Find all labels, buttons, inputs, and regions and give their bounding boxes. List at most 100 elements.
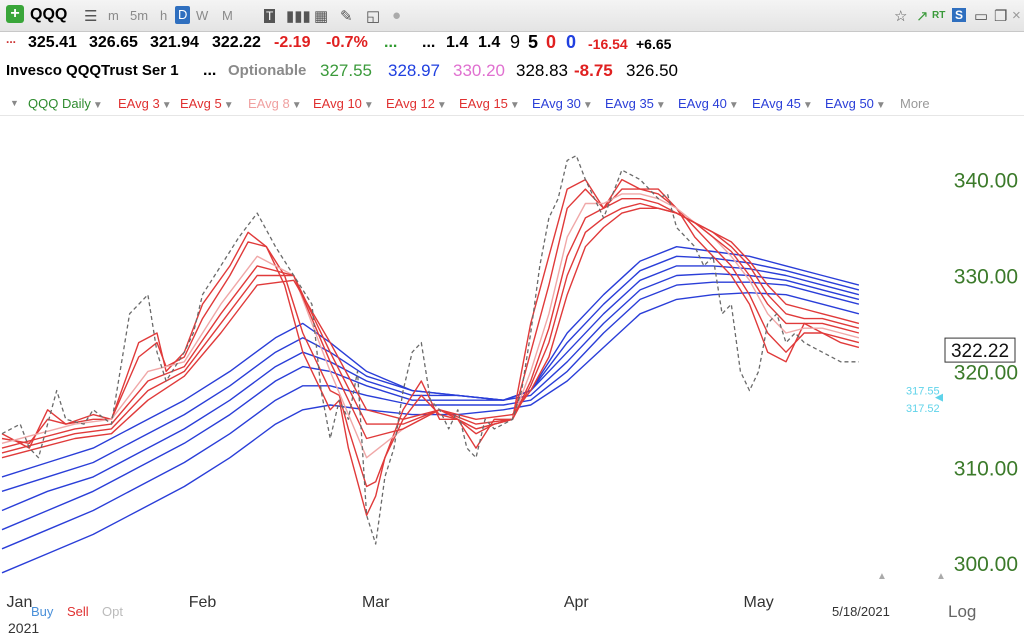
- study-label: EAvg 12: [386, 96, 435, 111]
- study-label: EAvg 10: [313, 96, 362, 111]
- period-5m[interactable]: 5m: [130, 8, 149, 23]
- study-label: EAvg 15: [459, 96, 508, 111]
- period-h[interactable]: h: [160, 8, 168, 23]
- note-icon[interactable]: ◱: [366, 8, 381, 25]
- series-line-eavg-50: [1, 281, 860, 550]
- study-dropdown-icon[interactable]: ▼: [92, 100, 103, 111]
- series-line-eavg-15: [1, 207, 860, 459]
- count-1: 9: [510, 32, 521, 52]
- bar-chart-icon[interactable]: ▮▮▮: [286, 8, 311, 25]
- count-4: 0: [566, 32, 577, 52]
- study-eavg-12[interactable]: EAvg 12 ▼: [386, 96, 447, 111]
- dots-icon[interactable]: ●: [392, 7, 402, 24]
- study-label: EAvg 3: [118, 96, 160, 111]
- text-icon[interactable]: T: [264, 9, 276, 23]
- close-icon[interactable]: ×: [1012, 7, 1021, 24]
- study-eavg-30[interactable]: EAvg 30 ▼: [532, 96, 593, 111]
- price-blue: 328.97: [388, 61, 440, 80]
- y-tick-label: 320.00: [954, 361, 1018, 384]
- study-label: EAvg 5: [180, 96, 222, 111]
- change-pct-value: -0.7%: [326, 34, 368, 51]
- study-dropdown-icon[interactable]: ▼: [363, 100, 374, 111]
- study-dropdown-icon[interactable]: ▼: [728, 100, 739, 111]
- study-dropdown-icon[interactable]: ▼: [509, 100, 520, 111]
- study-dropdown-icon[interactable]: ▼: [655, 100, 666, 111]
- date-label: 5/18/2021: [832, 604, 890, 619]
- marker-label: 317.55: [906, 386, 940, 398]
- pos-value: +6.65: [636, 36, 672, 52]
- security-name: Invesco QQQTrust Ser 1: [6, 62, 179, 79]
- optionable-label: Optionable: [228, 62, 307, 79]
- study-dropdown-icon[interactable]: ▼: [582, 100, 593, 111]
- study-label: QQQ Daily: [28, 96, 91, 111]
- star-icon[interactable]: ☆: [894, 8, 908, 25]
- window-icon[interactable]: ▭: [974, 8, 989, 25]
- buy-label[interactable]: Buy: [31, 604, 54, 619]
- price-red: -8.75: [574, 61, 613, 80]
- study-label: EAvg 40: [678, 96, 727, 111]
- up-arrow-icon[interactable]: ↗: [916, 8, 929, 25]
- studies-bar: ▼ QQQ Daily ▼ EAvg 3 ▼ EAvg 5 ▼ EAvg 8 ▼ EAvg 10…: [0, 90, 1024, 116]
- study-dropdown-icon[interactable]: ▼: [802, 100, 813, 111]
- pencil-icon[interactable]: ✎: [340, 8, 353, 25]
- studies-menu-icon[interactable]: ▼: [10, 98, 19, 108]
- y-tick-label: 310.00: [954, 457, 1018, 480]
- series-line-eavg-5: [1, 188, 860, 488]
- series-line-qqq-daily: [1, 154, 859, 545]
- value-2: 1.4: [478, 34, 501, 51]
- chart-area: 300.00 310.00 320.00 330.00 340.00 Jan Feb Mar…: [0, 116, 1024, 641]
- y-tick-label: 300.00: [954, 553, 1018, 576]
- year-label: 2021: [8, 620, 40, 636]
- study-dropdown-icon[interactable]: ▼: [436, 100, 447, 111]
- symbol-field[interactable]: QQQ: [30, 6, 68, 23]
- close-value: 322.22: [212, 34, 261, 51]
- high-value: 326.65: [89, 34, 138, 51]
- price-chart[interactable]: 300.00 310.00 320.00 330.00 340.00 Jan Feb Mar…: [0, 116, 1024, 641]
- last-price-label: 322.22: [951, 341, 1009, 362]
- low-value: 321.94: [150, 34, 199, 51]
- period-month[interactable]: M: [222, 8, 233, 23]
- copy-icon[interactable]: ❐: [994, 8, 1008, 25]
- s-icon[interactable]: S: [952, 8, 967, 22]
- list-icon[interactable]: ☰: [84, 8, 98, 25]
- study-eavg-50[interactable]: EAvg 50 ▼: [825, 96, 886, 111]
- period-d[interactable]: D: [175, 6, 191, 24]
- study-dropdown-icon[interactable]: ▼: [291, 100, 302, 111]
- scale-up-icon[interactable]: ▲: [936, 571, 946, 582]
- y-tick-label: 340.00: [954, 170, 1018, 193]
- plus-icon[interactable]: +: [6, 5, 24, 23]
- scroll-up-icon[interactable]: ▲: [877, 571, 887, 582]
- period-m[interactable]: m: [108, 8, 119, 23]
- toolbar: + QQQ ☰ m 5m h D W M T ▮▮▮ ▦ ✎ ◱ ● ☆ ↗ R…: [0, 0, 1024, 32]
- grid-icon[interactable]: ▦: [314, 8, 329, 25]
- count-3: 0: [546, 32, 557, 52]
- study-label: EAvg 30: [532, 96, 581, 111]
- last-price-box: [944, 337, 1016, 363]
- price-pink: 330.20: [453, 61, 505, 80]
- marker-arrow-icon: [935, 393, 943, 402]
- study-eavg-45[interactable]: EAvg 45 ▼: [752, 96, 813, 111]
- study-dropdown-icon[interactable]: ▼: [875, 100, 886, 111]
- sell-label[interactable]: Sell: [67, 604, 89, 619]
- y-tick-label: 330.00: [954, 265, 1018, 288]
- study-dropdown-icon[interactable]: ▼: [161, 100, 172, 111]
- study-eavg-15[interactable]: EAvg 15 ▼: [459, 96, 520, 111]
- study-eavg-40[interactable]: EAvg 40 ▼: [678, 96, 739, 111]
- series-line-eavg-40: [1, 265, 860, 512]
- study-eavg-8[interactable]: EAvg 8 ▼: [248, 96, 302, 111]
- study-eavg-10[interactable]: EAvg 10 ▼: [313, 96, 374, 111]
- log-toggle[interactable]: Log: [948, 602, 977, 621]
- change-value: -2.19: [274, 34, 311, 51]
- rt-icon[interactable]: RT: [932, 10, 946, 21]
- period-w[interactable]: W: [196, 8, 209, 23]
- study-label: EAvg 35: [605, 96, 654, 111]
- study-eavg-3[interactable]: EAvg 3 ▼: [118, 96, 172, 111]
- study-label: EAvg 8: [248, 96, 290, 111]
- study-eavg-35[interactable]: EAvg 35 ▼: [605, 96, 666, 111]
- study-eavg-5[interactable]: EAvg 5 ▼: [180, 96, 234, 111]
- series-line-eavg-12: [1, 202, 860, 454]
- more-button[interactable]: More: [900, 96, 930, 111]
- opt-label[interactable]: Opt: [102, 604, 123, 619]
- study-dropdown-icon[interactable]: ▼: [223, 100, 234, 111]
- study-qqq-daily[interactable]: QQQ Daily ▼: [28, 96, 103, 111]
